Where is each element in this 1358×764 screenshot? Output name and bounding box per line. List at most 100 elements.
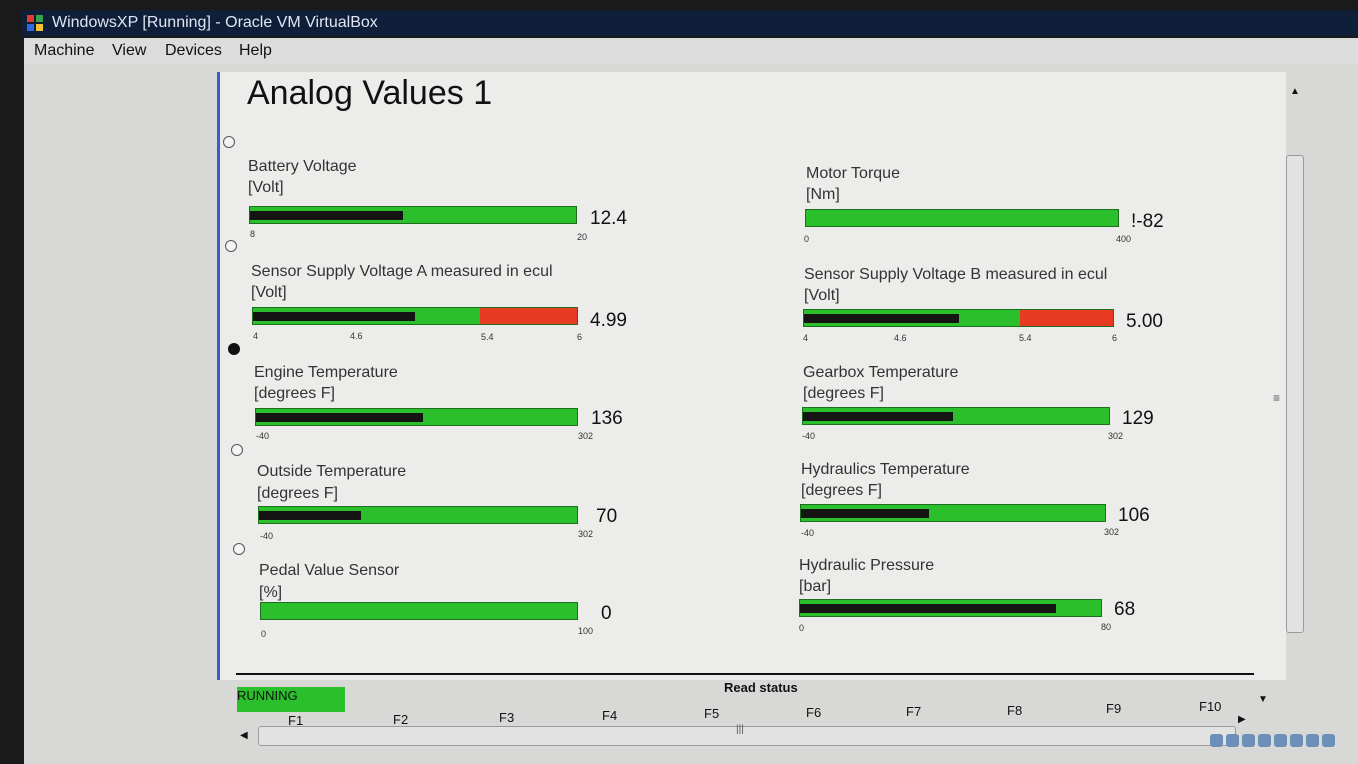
gauge-fill bbox=[253, 312, 415, 321]
gauge-tick-min: -40 bbox=[802, 431, 816, 441]
disk-icon[interactable] bbox=[1210, 734, 1223, 747]
gauge-unit: [Volt] bbox=[804, 287, 840, 304]
gauge-tick-min: 0 bbox=[261, 629, 267, 639]
gauge-bar bbox=[260, 602, 578, 620]
gauge-label: Hydraulics Temperature bbox=[801, 461, 970, 478]
scroll-right-arrow-icon[interactable]: ▶ bbox=[1238, 714, 1246, 725]
gauge-value: 106 bbox=[1118, 505, 1150, 526]
gauge-value: !-82 bbox=[1131, 211, 1164, 232]
gauge-tick-max: 302 bbox=[1108, 431, 1124, 441]
fkey-f8[interactable]: F8 bbox=[1007, 703, 1023, 718]
gauge-unit: [%] bbox=[259, 584, 283, 601]
menu-machine[interactable]: Machine bbox=[34, 42, 95, 59]
running-status-badge: RUNNING bbox=[237, 687, 345, 712]
gauge-tick-min: 8 bbox=[250, 229, 256, 239]
gauge-value: 4.99 bbox=[590, 310, 627, 331]
window-title: WindowsXP [Running] - Oracle VM VirtualB… bbox=[52, 14, 378, 31]
gauge-value: 0 bbox=[601, 603, 612, 624]
gauge-label: Sensor Supply Voltage B measured in ecul bbox=[804, 266, 1108, 283]
scroll-up-arrow-icon[interactable]: ▲ bbox=[1290, 86, 1300, 97]
row-radio-5[interactable] bbox=[233, 543, 245, 555]
status-divider bbox=[236, 673, 1254, 675]
gauge-tick-min: -40 bbox=[256, 431, 270, 441]
gauge-label: Battery Voltage bbox=[248, 158, 357, 175]
row-radio-1[interactable] bbox=[223, 136, 235, 148]
fkey-f6[interactable]: F6 bbox=[806, 705, 822, 720]
gauge-tick-max: 80 bbox=[1101, 622, 1112, 632]
gauge-fill bbox=[803, 412, 953, 421]
row-radio-4[interactable] bbox=[231, 444, 243, 456]
gauge-value: 5.00 bbox=[1126, 311, 1163, 332]
shared-folder-icon[interactable] bbox=[1274, 734, 1287, 747]
scroll-grip-icon: ≡ bbox=[1273, 391, 1281, 405]
menu-view[interactable]: View bbox=[112, 42, 147, 59]
gauge-tick-max: 400 bbox=[1116, 234, 1132, 244]
analog-values-panel bbox=[217, 72, 1286, 680]
gauge-unit: [Volt] bbox=[251, 284, 287, 301]
fkey-f4[interactable]: F4 bbox=[602, 708, 618, 723]
fkey-f3[interactable]: F3 bbox=[499, 710, 515, 725]
gauge-tick-min: -40 bbox=[260, 531, 274, 541]
hscroll-grip-icon: ||| bbox=[736, 724, 744, 735]
status-tray bbox=[1210, 734, 1358, 754]
fkey-f9[interactable]: F9 bbox=[1106, 701, 1122, 716]
gauge-label: Engine Temperature bbox=[254, 364, 398, 381]
horizontal-scrollbar[interactable] bbox=[258, 726, 1236, 746]
gauge-bar bbox=[799, 599, 1102, 617]
gauge-unit: [degrees F] bbox=[254, 385, 335, 402]
gauge-bar bbox=[252, 307, 578, 325]
keyboard-icon[interactable] bbox=[1322, 734, 1335, 747]
read-status-label: Read status bbox=[724, 680, 798, 695]
gauge-unit: [degrees F] bbox=[801, 482, 882, 499]
gauge-tick: 4 bbox=[253, 331, 259, 341]
gauge-label: Outside Temperature bbox=[257, 463, 407, 480]
gauge-fill bbox=[250, 211, 403, 220]
gauge-value: 129 bbox=[1122, 408, 1154, 429]
gauge-fill bbox=[800, 604, 1056, 613]
gauge-fill bbox=[259, 511, 361, 520]
display-icon[interactable] bbox=[1290, 734, 1303, 747]
row-radio-3[interactable] bbox=[228, 343, 240, 355]
fkey-f7[interactable]: F7 bbox=[906, 704, 922, 719]
menu-help[interactable]: Help bbox=[239, 42, 272, 59]
scroll-down-arrow-icon[interactable]: ▼ bbox=[1258, 694, 1268, 705]
gauge-tick: 4 bbox=[803, 333, 809, 343]
gauge-label: Motor Torque bbox=[806, 165, 900, 182]
fkey-f1[interactable]: F1 bbox=[288, 713, 304, 728]
row-radio-2[interactable] bbox=[225, 240, 237, 252]
fkey-f2[interactable]: F2 bbox=[393, 712, 409, 727]
capture-icon[interactable] bbox=[1306, 734, 1319, 747]
gauge-tick: 6 bbox=[577, 332, 583, 342]
fkey-f5[interactable]: F5 bbox=[704, 706, 720, 721]
menubar: Machine View Devices Help bbox=[24, 38, 1358, 65]
page-title: Analog Values 1 bbox=[247, 74, 493, 112]
gauge-unit: [bar] bbox=[799, 578, 832, 595]
gauge-label: Sensor Supply Voltage A measured in ecul bbox=[251, 263, 553, 280]
gauge-label: Pedal Value Sensor bbox=[259, 562, 400, 579]
optical-drive-icon[interactable] bbox=[1226, 734, 1239, 747]
gauge-tick-min: -40 bbox=[801, 528, 815, 538]
gauge-tick-max: 302 bbox=[578, 431, 594, 441]
scroll-left-arrow-icon[interactable]: ◀ bbox=[240, 730, 248, 741]
gauge-unit: [degrees F] bbox=[803, 385, 884, 402]
gauge-tick-max: 20 bbox=[577, 232, 588, 242]
gauge-tick-max: 302 bbox=[578, 529, 594, 539]
gauge-red-zone bbox=[1020, 310, 1113, 326]
gauge-tick: 4.6 bbox=[350, 331, 363, 341]
gauge-label: Hydraulic Pressure bbox=[799, 557, 935, 574]
gauge-bar bbox=[803, 309, 1114, 327]
gauge-fill bbox=[801, 509, 929, 518]
gauge-tick: 5.4 bbox=[481, 332, 494, 342]
fkey-f10[interactable]: F10 bbox=[1199, 699, 1222, 714]
gauge-label: Gearbox Temperature bbox=[803, 364, 959, 381]
gauge-unit: [degrees F] bbox=[257, 485, 338, 502]
usb-icon[interactable] bbox=[1242, 734, 1255, 747]
gauge-tick: 4.6 bbox=[894, 333, 907, 343]
gauge-value: 70 bbox=[596, 506, 618, 527]
window-titlebar: WindowsXP [Running] - Oracle VM VirtualB… bbox=[22, 10, 1358, 36]
vertical-scrollbar[interactable] bbox=[1286, 155, 1304, 633]
menu-devices[interactable]: Devices bbox=[165, 42, 222, 59]
network-icon[interactable] bbox=[1258, 734, 1271, 747]
gauge-fill bbox=[256, 413, 423, 422]
gauge-tick: 6 bbox=[1112, 333, 1118, 343]
